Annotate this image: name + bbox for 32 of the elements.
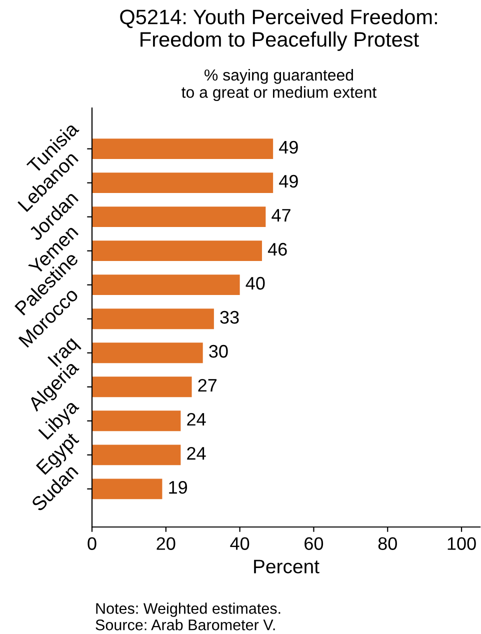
data-label: 40 xyxy=(246,276,265,290)
bar xyxy=(92,308,214,330)
data-label: 24 xyxy=(187,446,206,460)
data-label: 27 xyxy=(198,378,217,392)
x-tick-label: 60 xyxy=(304,537,324,550)
x-tick-label: 0 xyxy=(88,537,96,550)
bar xyxy=(92,206,266,228)
chart-title: Q5214: Youth Perceived Freedom: Freedom to Peacefully Protest xyxy=(120,9,437,51)
bar xyxy=(92,274,240,296)
bar xyxy=(92,444,181,466)
bar xyxy=(92,172,274,194)
x-tick-label: 20 xyxy=(156,537,176,550)
data-label: 24 xyxy=(187,412,206,426)
text: Notes: Weighted estimates. Source: Arab Barometer V. xyxy=(96,602,280,630)
x-tick-label: 40 xyxy=(230,537,250,550)
bar xyxy=(92,240,262,262)
chart-subtitle: % saying guaranteed to a great or medium extent xyxy=(182,68,377,102)
data-label: 46 xyxy=(268,242,287,256)
data-label: 33 xyxy=(220,310,239,324)
bar xyxy=(92,410,181,432)
bar xyxy=(92,342,203,364)
x-tick-label: 100 xyxy=(448,537,476,550)
data-label: 49 xyxy=(279,174,298,188)
x-tick-label: 80 xyxy=(378,537,397,550)
bar xyxy=(92,376,192,398)
data-label: 49 xyxy=(279,140,298,154)
data-label: 47 xyxy=(272,209,290,222)
x-axis-title: Percent xyxy=(254,560,320,574)
data-label: 30 xyxy=(209,344,228,358)
bar xyxy=(92,138,274,160)
data-label: 19 xyxy=(169,480,187,494)
bar xyxy=(92,478,162,500)
